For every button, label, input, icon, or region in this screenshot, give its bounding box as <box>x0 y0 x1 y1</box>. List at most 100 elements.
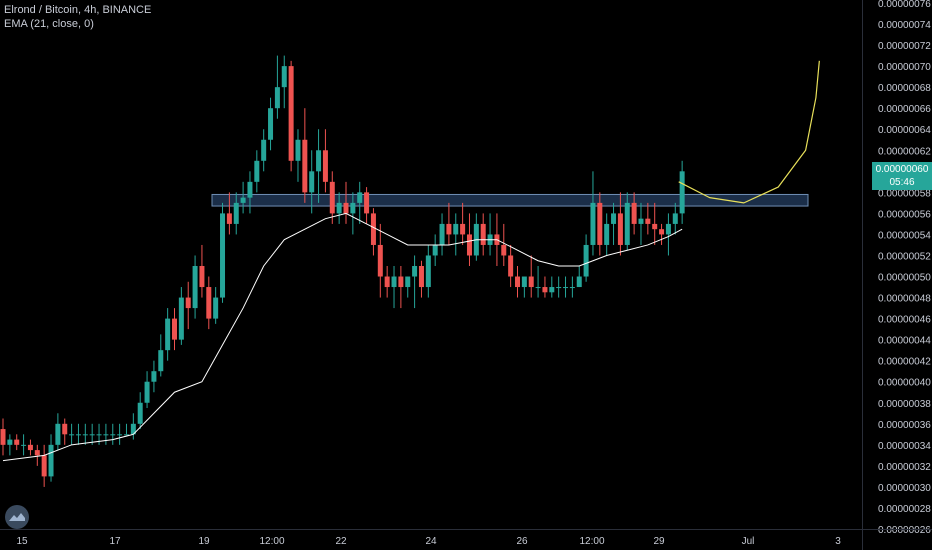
price-tick-label: 0.00000040 <box>878 378 931 389</box>
candle <box>460 202 466 245</box>
candle-body <box>405 276 411 288</box>
candle <box>576 266 582 288</box>
candle-body <box>528 276 534 288</box>
price-tick-label: 0.00000068 <box>878 83 931 94</box>
time-tick-label: 22 <box>335 536 347 547</box>
candle <box>274 55 280 119</box>
candle-body <box>34 450 40 456</box>
candle-body <box>597 202 603 245</box>
tradingview-logo-icon[interactable] <box>5 505 29 529</box>
candle-body <box>679 171 685 214</box>
price-tick-label: 0.00000028 <box>878 504 931 515</box>
price-tick-label: 0.00000042 <box>878 357 931 368</box>
candle-body <box>288 66 294 161</box>
time-axis[interactable]: 15 17 19 12:00 22 24 26 12:00 29 Jul 3 <box>0 529 932 548</box>
candle <box>370 208 376 256</box>
price-tick-label: 0.00000046 <box>878 315 931 326</box>
projection-curve <box>678 60 820 204</box>
candle-body <box>508 255 514 277</box>
price-tick-label: 0.00000064 <box>878 125 931 136</box>
candle <box>590 171 596 256</box>
candle <box>27 439 33 456</box>
candle-body <box>398 276 404 288</box>
candle <box>14 434 20 451</box>
candle <box>21 434 27 456</box>
candle <box>487 213 493 256</box>
time-tick-label: 19 <box>198 536 210 547</box>
candle <box>192 255 198 319</box>
price-tick-label: 0.00000044 <box>878 336 931 347</box>
candle <box>398 266 404 309</box>
candle-body <box>233 202 239 224</box>
candle <box>302 108 308 203</box>
candle-body <box>117 434 123 436</box>
candle-body <box>261 139 267 161</box>
candle <box>213 287 219 324</box>
candle-body <box>542 287 548 293</box>
projection-path <box>678 60 820 204</box>
candle <box>418 260 424 298</box>
candle <box>535 266 541 298</box>
time-tick-label: 12:00 <box>579 536 604 547</box>
candle-body <box>631 202 637 224</box>
candle-body <box>82 434 88 436</box>
candle <box>295 129 301 182</box>
candle <box>508 244 514 288</box>
candle-body <box>617 213 623 245</box>
candle-body <box>302 139 308 193</box>
ema-indicator-title[interactable]: EMA (21, close, 0) <box>4 18 94 30</box>
candle-body <box>240 197 246 203</box>
ema-polyline <box>2 212 683 462</box>
candle-body <box>569 287 575 289</box>
candle <box>0 418 6 456</box>
candle <box>7 434 13 456</box>
candle <box>631 192 637 235</box>
candle-body <box>501 244 507 256</box>
price-tick-label: 0.00000034 <box>878 441 931 452</box>
candle-body <box>96 434 102 436</box>
candle-body <box>391 276 397 288</box>
candle-body <box>638 218 644 224</box>
candle-body <box>130 423 136 435</box>
candle-body <box>535 287 541 289</box>
candle <box>41 444 47 487</box>
candle-body <box>590 202 596 245</box>
candle <box>268 97 274 151</box>
candle-body <box>254 160 260 182</box>
candle <box>165 308 171 361</box>
candle <box>240 181 246 214</box>
candle-body <box>563 287 569 289</box>
price-axis[interactable]: 0.00000076 0.00000074 0.00000072 0.00000070… <box>862 0 932 550</box>
resistance-zone-box <box>211 193 809 207</box>
candle-body <box>199 266 205 288</box>
candle <box>583 234 589 282</box>
candle-body <box>583 244 589 277</box>
candle-body <box>69 434 75 436</box>
candle <box>178 287 184 345</box>
candle <box>322 129 328 193</box>
time-tick-label: 17 <box>109 536 121 547</box>
price-tick-label: 0.00000062 <box>878 146 931 157</box>
candle <box>364 187 370 224</box>
candle <box>638 202 644 245</box>
candle <box>309 150 315 214</box>
candle-body <box>55 423 61 445</box>
candle <box>233 192 239 235</box>
candle <box>425 244 431 298</box>
candle <box>254 150 260 193</box>
candle <box>281 55 287 109</box>
candle <box>563 276 569 298</box>
candle-body <box>185 297 191 309</box>
price-tick-label: 0.00000032 <box>878 462 931 473</box>
candle-body <box>453 223 459 235</box>
time-tick-label: 12:00 <box>259 536 284 547</box>
symbol-title[interactable]: Elrond / Bitcoin, 4h, BINANCE <box>4 4 152 16</box>
candle <box>439 213 445 256</box>
ema-line <box>2 212 683 462</box>
candle <box>542 276 548 298</box>
candle <box>144 371 150 409</box>
candle <box>412 255 418 309</box>
candle <box>549 276 555 298</box>
candle <box>556 276 562 298</box>
